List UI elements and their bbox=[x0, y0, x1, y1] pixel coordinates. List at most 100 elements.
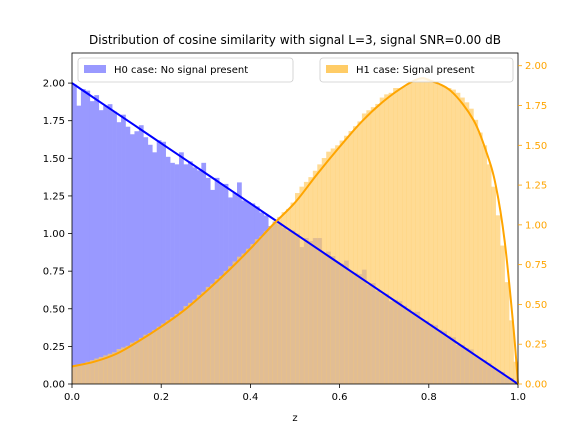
left-y-tick-label: 0.00 bbox=[43, 380, 65, 391]
h1-bar bbox=[384, 94, 389, 384]
right-y-tick-label: 1.50 bbox=[525, 141, 547, 152]
h0-bar bbox=[89, 101, 95, 385]
h1-bar bbox=[379, 97, 385, 385]
h1-bar bbox=[107, 353, 113, 384]
x-tick-label: 0.0 bbox=[64, 392, 80, 403]
h1-bar bbox=[143, 334, 149, 384]
h1-bar bbox=[433, 81, 439, 385]
h1-bar bbox=[486, 164, 492, 384]
h1-bar bbox=[281, 212, 287, 384]
h1-bar bbox=[370, 107, 376, 384]
h1-bar bbox=[290, 202, 296, 384]
h1-bar bbox=[375, 103, 381, 384]
legend-h0-swatch bbox=[84, 65, 106, 73]
h1-bar bbox=[357, 121, 363, 384]
h1-bar bbox=[495, 215, 501, 384]
h1-bar bbox=[268, 226, 273, 384]
h1-bar bbox=[76, 364, 82, 384]
h1-bar bbox=[366, 110, 372, 385]
chart-title: Distribution of cosine similarity with s… bbox=[89, 33, 501, 47]
h1-bar bbox=[161, 323, 166, 384]
h1-bar bbox=[437, 84, 443, 385]
h1-bar bbox=[89, 360, 95, 384]
h1-bar bbox=[446, 88, 452, 384]
left-y-axis-ticks: 0.00 0.25 0.50 0.75 1.00 1.25 1.50 1.75 2.00 bbox=[43, 79, 72, 391]
h0-bar bbox=[94, 95, 100, 385]
h1-bar bbox=[134, 341, 140, 384]
h1-bar bbox=[406, 83, 412, 384]
h1-theory-line bbox=[71, 77, 519, 385]
h0-bar bbox=[107, 104, 113, 385]
h1-bar bbox=[121, 347, 126, 384]
h1-bar bbox=[451, 89, 456, 385]
h0-bar bbox=[174, 164, 180, 384]
h1-bar bbox=[174, 313, 180, 384]
h0-bar bbox=[183, 164, 189, 384]
h1-bar bbox=[402, 86, 407, 384]
h1-bar bbox=[468, 108, 474, 384]
h1-bar bbox=[183, 306, 189, 384]
legend-h1-label: H1 case: Signal present bbox=[356, 65, 475, 76]
h1-bar bbox=[424, 78, 430, 384]
h0-bar bbox=[156, 140, 162, 384]
h1-bar bbox=[491, 186, 496, 384]
h0-bar bbox=[138, 125, 144, 384]
h1-bar bbox=[94, 358, 100, 384]
legend-h1-swatch bbox=[326, 65, 348, 73]
right-y-tick-label: 1.75 bbox=[525, 101, 547, 112]
h0-bar bbox=[72, 84, 77, 384]
h1-bar bbox=[98, 356, 104, 384]
h0-bar bbox=[134, 131, 140, 384]
h1-bar bbox=[339, 140, 345, 384]
h1-bar bbox=[428, 80, 434, 384]
h0-bar bbox=[103, 105, 108, 384]
h1-bar bbox=[482, 145, 488, 384]
h1-bar bbox=[295, 193, 300, 384]
right-y-axis-ticks: 0.00 0.25 0.50 0.75 1.00 1.25 1.50 1.75 2.00 bbox=[518, 61, 547, 391]
h1-bar bbox=[179, 310, 184, 384]
h1-bar bbox=[460, 97, 465, 385]
h1-bar bbox=[312, 170, 318, 384]
h1-histogram bbox=[72, 78, 519, 385]
h1-bar bbox=[335, 145, 340, 384]
h1-bar bbox=[321, 158, 327, 384]
h0-bar bbox=[192, 167, 198, 384]
h1-bar bbox=[205, 286, 211, 384]
h1-bar bbox=[196, 294, 202, 384]
x-tick-label: 0.8 bbox=[421, 392, 437, 403]
x-tick-label: 1.0 bbox=[510, 392, 526, 403]
h1-bar bbox=[232, 261, 238, 384]
h1-bar bbox=[308, 177, 314, 384]
h1-bar bbox=[156, 326, 162, 384]
h1-bar bbox=[352, 126, 358, 385]
x-tick-label: 0.6 bbox=[332, 392, 348, 403]
h1-bar bbox=[509, 320, 514, 384]
right-y-tick-label: 2.00 bbox=[525, 61, 547, 72]
legend-h0-label: H0 case: No signal present bbox=[114, 65, 248, 76]
h0-bar bbox=[98, 110, 104, 384]
h1-bar bbox=[214, 278, 220, 384]
h1-bar bbox=[138, 337, 144, 384]
h1-bar bbox=[125, 345, 131, 384]
h1-bar bbox=[85, 361, 91, 384]
h1-bar bbox=[500, 245, 505, 384]
h1-bar bbox=[152, 329, 158, 384]
h0-bar bbox=[205, 177, 211, 384]
h1-bar bbox=[103, 355, 108, 384]
h1-bar bbox=[344, 135, 349, 384]
right-y-tick-label: 0.00 bbox=[525, 380, 547, 391]
h1-bar bbox=[348, 130, 354, 384]
h1-bar bbox=[228, 266, 233, 384]
x-tick-label: 0.4 bbox=[242, 392, 258, 403]
right-y-tick-label: 0.75 bbox=[525, 260, 547, 271]
h0-bar bbox=[129, 134, 135, 384]
h1-bar bbox=[286, 208, 291, 384]
h1-bar bbox=[393, 88, 398, 384]
h0-bar bbox=[125, 126, 131, 385]
h1-bar bbox=[165, 320, 171, 384]
h0-bar bbox=[187, 161, 193, 384]
h0-bar bbox=[76, 105, 82, 384]
h0-theory-line bbox=[71, 82, 519, 385]
left-y-tick-label: 1.00 bbox=[43, 229, 65, 240]
